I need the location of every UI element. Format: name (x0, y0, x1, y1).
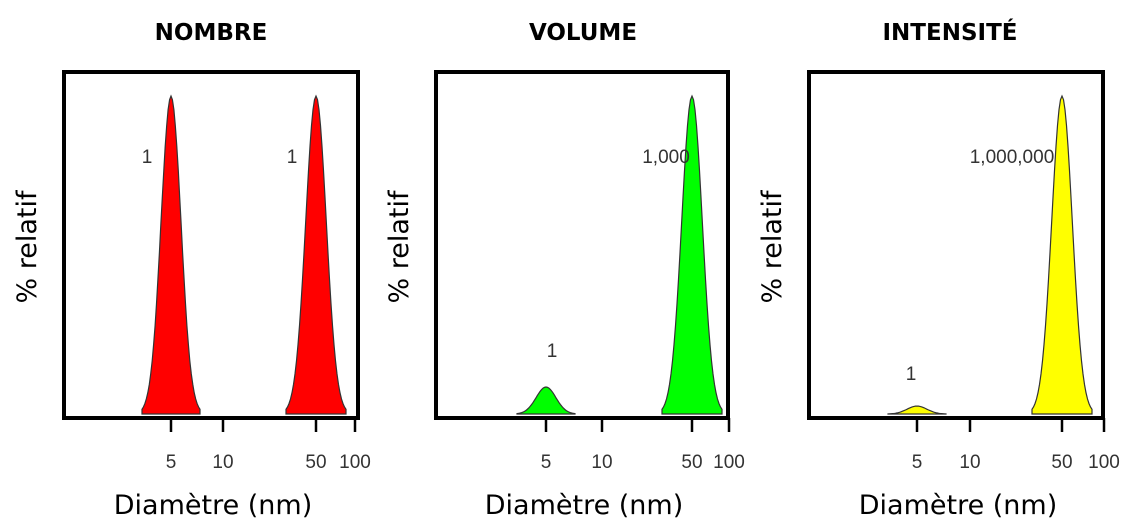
x-tick-label: 5 (912, 452, 923, 473)
y-axis-label: % relatif (757, 189, 788, 303)
peak-label: 1,000,000 (970, 147, 1055, 168)
x-axis-label: Diamètre (nm) (485, 490, 684, 521)
x-tick-label: 100 (1088, 452, 1120, 473)
peak-label: 1 (906, 364, 917, 385)
x-tick-label: 10 (212, 452, 233, 473)
peak-area (517, 387, 575, 414)
chart-panel-1: NOMBRE 1 1 5 10 50 100 Diamètre (nm) % relatif (12, 20, 371, 521)
peak-label: 1,000 (642, 147, 690, 168)
chart-title: NOMBRE (155, 20, 268, 46)
peak-area (286, 96, 346, 414)
x-axis-label: Diamètre (nm) (114, 490, 313, 521)
x-tick-label: 100 (339, 452, 371, 473)
peak-area (888, 406, 946, 414)
x-tick-label: 50 (681, 452, 702, 473)
x-tick-label: 5 (541, 452, 552, 473)
x-tick-label: 10 (959, 452, 980, 473)
peak-label: 1 (142, 147, 153, 168)
x-axis-label: Diamètre (nm) (859, 490, 1058, 521)
y-axis-label: % relatif (384, 189, 415, 303)
peak-area (142, 96, 200, 414)
chart-title: INTENSITÉ (883, 18, 1018, 46)
chart-panel-3: INTENSITÉ 1 1,000,000 5 10 50 100 Diamètre (nm)… (757, 18, 1120, 521)
peak-area (1032, 96, 1092, 414)
chart-panel-2: VOLUME 1 1,000 5 10 50 100 Diamètre (nm) % relat… (384, 20, 745, 521)
x-tick-label: 5 (166, 452, 177, 473)
x-tick-label: 50 (305, 452, 326, 473)
peak-label: 1 (287, 147, 298, 168)
y-axis-label: % relatif (12, 189, 43, 303)
peak-label: 1 (547, 341, 558, 362)
x-tick-label: 10 (591, 452, 612, 473)
chart-title: VOLUME (529, 20, 637, 46)
x-tick-label: 50 (1051, 452, 1072, 473)
peak-area (662, 96, 722, 414)
x-tick-label: 100 (713, 452, 745, 473)
